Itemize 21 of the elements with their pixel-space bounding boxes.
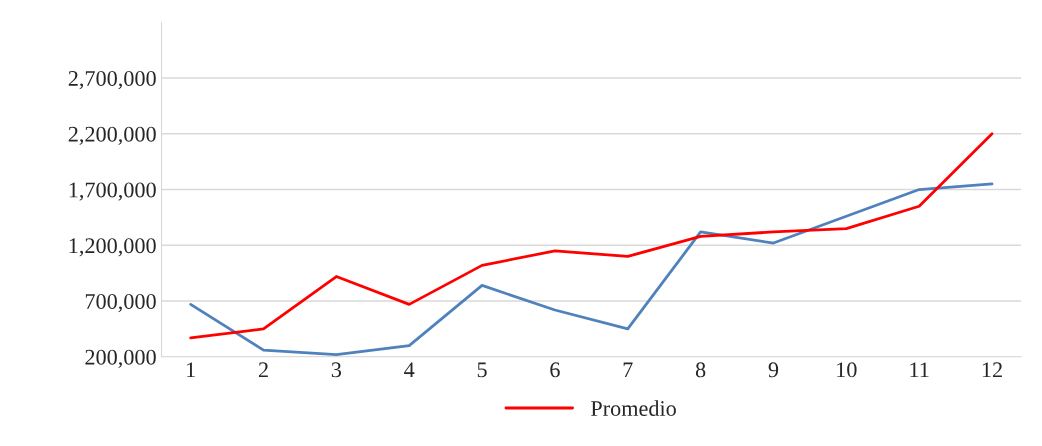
x-tick-label: 3: [331, 362, 342, 378]
x-tick-label: 6: [550, 362, 560, 378]
x-tick-label: 5: [477, 362, 487, 378]
x-tick-label: 1: [187, 362, 195, 378]
y-tick-label: 1,700,000: [69, 182, 156, 201]
line-series: [189, 132, 994, 340]
x-tick-label: 2: [258, 362, 268, 378]
line-series: [189, 182, 994, 356]
x-tick-label: 7: [623, 362, 633, 378]
y-tick-label: 2,200,000: [68, 126, 156, 145]
x-tick-label: 8: [695, 362, 706, 378]
x-tick-label: 11: [910, 362, 929, 378]
y-tick-label: 1,200,000: [69, 238, 156, 257]
x-tick-label: 9: [768, 362, 779, 378]
y-tick-label: 700,000: [85, 293, 156, 313]
legend-label: Promedio: [590, 400, 676, 416]
y-tick-label: 2,700,000: [68, 70, 156, 90]
x-tick-label: 12: [982, 362, 1002, 378]
x-tick-label: 10: [837, 362, 857, 378]
x-tick-label: 4: [404, 362, 415, 378]
y-tick-label: 200,000: [85, 349, 156, 368]
